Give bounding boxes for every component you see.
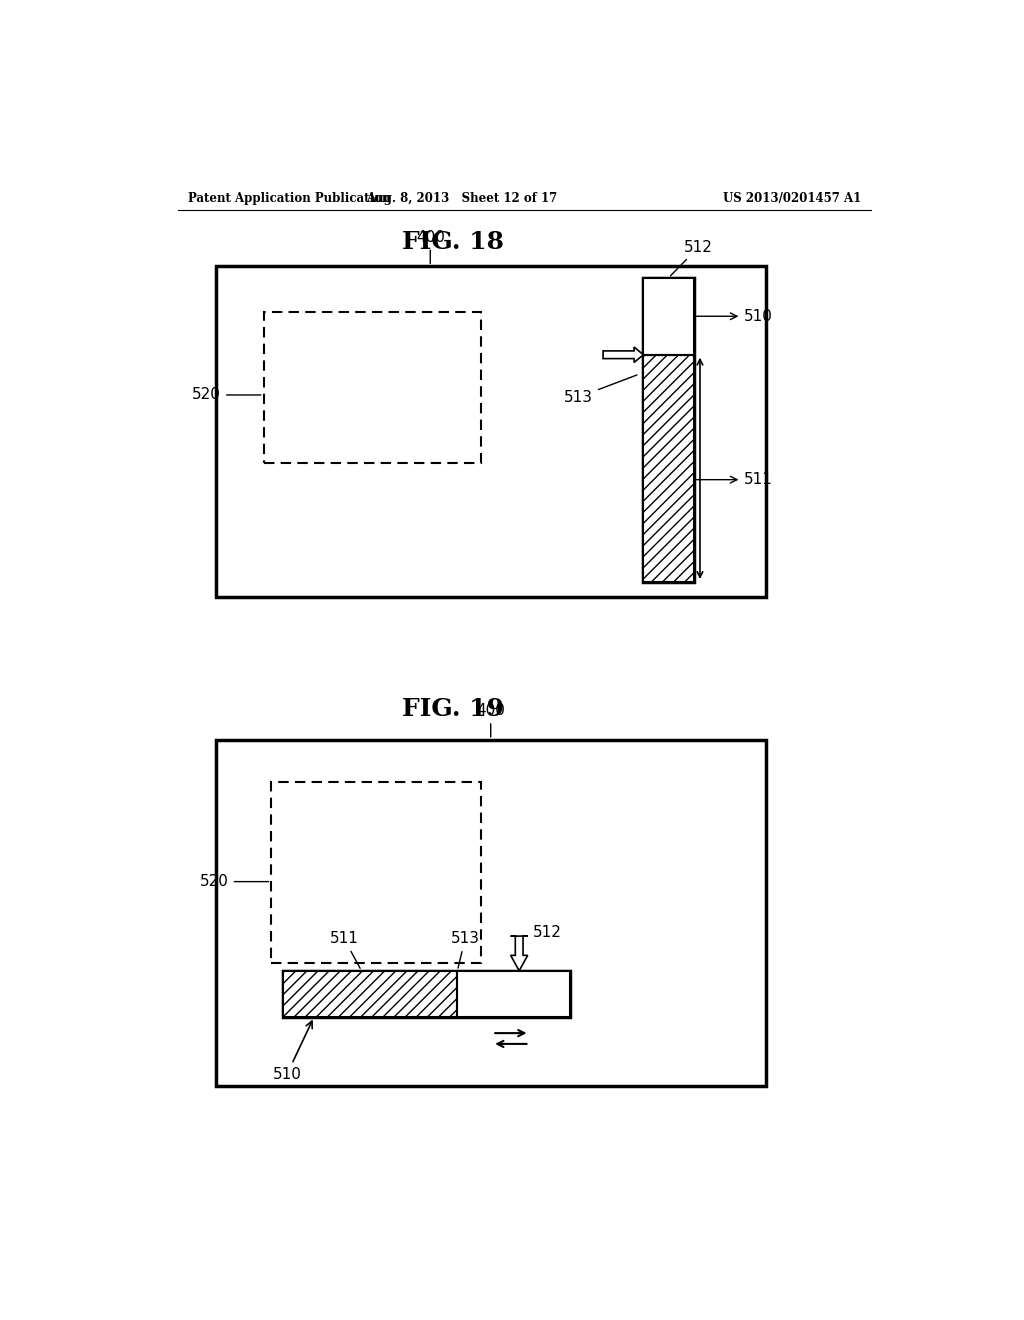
Bar bbox=[216, 739, 766, 1086]
Text: FIG. 19: FIG. 19 bbox=[402, 697, 505, 721]
Bar bbox=[458, 970, 569, 1016]
Bar bbox=[643, 277, 693, 355]
Polygon shape bbox=[603, 347, 643, 363]
Text: 511: 511 bbox=[330, 931, 360, 969]
Polygon shape bbox=[511, 936, 527, 970]
Text: 510: 510 bbox=[272, 1022, 312, 1082]
Text: 513: 513 bbox=[564, 375, 637, 405]
Text: 513: 513 bbox=[451, 931, 479, 968]
Text: 512: 512 bbox=[534, 925, 562, 940]
Text: 511: 511 bbox=[696, 473, 773, 487]
Text: 510: 510 bbox=[696, 309, 773, 323]
Bar bbox=[643, 277, 693, 582]
Text: 520: 520 bbox=[200, 874, 268, 890]
Text: 512: 512 bbox=[671, 240, 713, 276]
Text: 400: 400 bbox=[476, 704, 505, 737]
Text: Aug. 8, 2013   Sheet 12 of 17: Aug. 8, 2013 Sheet 12 of 17 bbox=[366, 191, 557, 205]
Text: Patent Application Publication: Patent Application Publication bbox=[188, 191, 391, 205]
Bar bbox=[263, 313, 480, 462]
Text: FIG. 18: FIG. 18 bbox=[402, 230, 505, 253]
Text: 520: 520 bbox=[193, 388, 261, 403]
Bar bbox=[283, 970, 569, 1016]
Bar bbox=[283, 970, 458, 1016]
Bar bbox=[216, 267, 766, 598]
Text: US 2013/0201457 A1: US 2013/0201457 A1 bbox=[723, 191, 861, 205]
Bar bbox=[643, 355, 693, 582]
Bar bbox=[271, 781, 480, 964]
Text: 400: 400 bbox=[416, 230, 444, 264]
